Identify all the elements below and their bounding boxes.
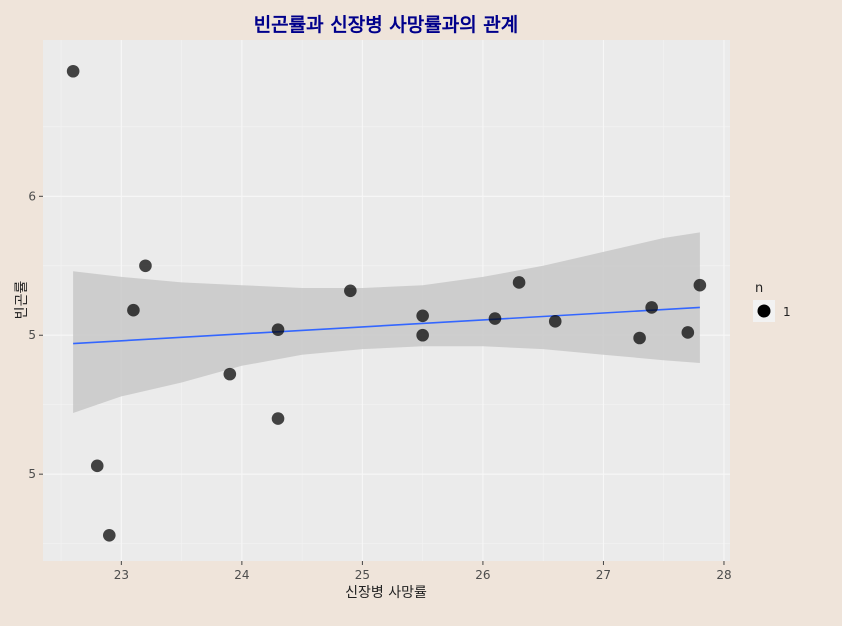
- x-tick-label: 27: [596, 568, 611, 582]
- chart-title: 빈곤률과 신장병 사망률과의 관계: [254, 14, 519, 36]
- data-point: [416, 309, 429, 323]
- x-axis: 23 24 25 26 27 28: [114, 561, 732, 582]
- data-point: [90, 459, 104, 473]
- data-point: [681, 326, 695, 339]
- data-point: [344, 284, 357, 298]
- data-point: [271, 412, 285, 425]
- legend-key-point: [757, 304, 771, 318]
- x-tick-label: 23: [114, 568, 129, 582]
- y-tick-label: 5: [28, 467, 36, 481]
- legend: n 1: [753, 281, 791, 322]
- regression-line: [73, 306, 700, 345]
- x-tick-label: 25: [355, 568, 370, 582]
- legend-label: 1: [783, 305, 791, 319]
- data-point: [223, 367, 237, 381]
- legend-title: n: [755, 281, 763, 296]
- data-point: [66, 64, 80, 78]
- data-point: [127, 303, 140, 317]
- data-point: [139, 259, 152, 273]
- y-axis-title: 빈곤률: [14, 281, 30, 320]
- data-point: [645, 301, 658, 314]
- y-axis: 5 5 6: [28, 189, 43, 481]
- y-tick-label: 6: [28, 189, 36, 203]
- data-point: [548, 315, 562, 328]
- data-points-group: [66, 64, 707, 542]
- x-tick-label: 26: [475, 568, 490, 582]
- x-tick-label: 24: [234, 568, 249, 582]
- data-point: [271, 323, 285, 336]
- x-axis-title: 신장병 사망률: [345, 585, 427, 601]
- data-point: [512, 276, 526, 289]
- data-point: [488, 312, 502, 325]
- y-tick-label: 5: [28, 328, 36, 342]
- data-point: [693, 278, 707, 292]
- fit-line-group: [73, 306, 700, 345]
- data-point: [633, 331, 646, 345]
- data-point: [102, 528, 116, 542]
- data-point: [416, 328, 429, 342]
- x-tick-label: 28: [716, 568, 731, 582]
